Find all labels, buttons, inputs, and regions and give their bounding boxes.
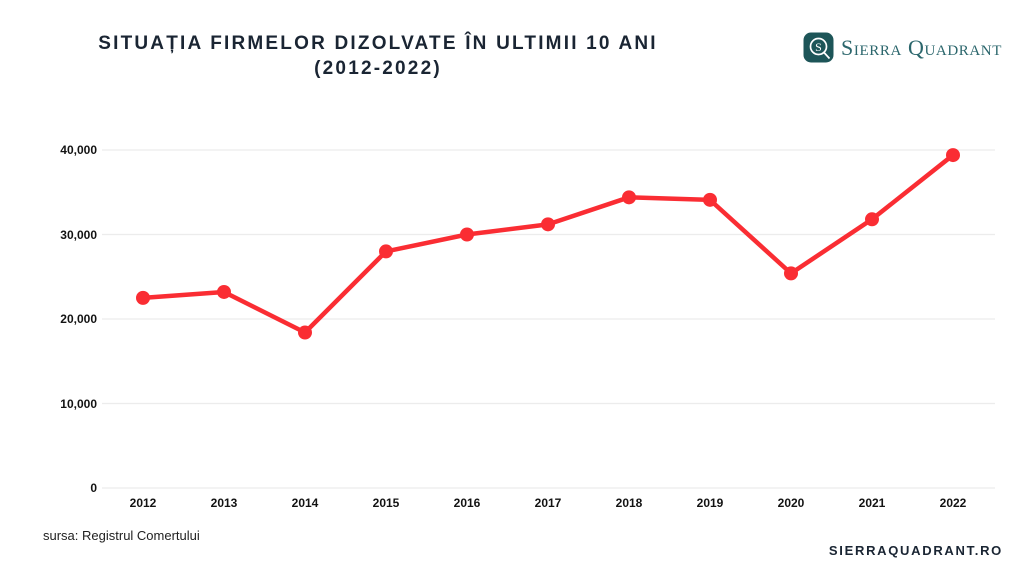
svg-text:S: S xyxy=(815,40,822,54)
y-axis-tick-label: 40,000 xyxy=(60,143,97,157)
x-axis-tick-label: 2013 xyxy=(210,496,238,510)
x-axis-tick-label: 2019 xyxy=(696,496,724,510)
data-point-2015 xyxy=(379,244,393,259)
chart-title-line2: (2012-2022) xyxy=(314,58,442,79)
data-point-2021 xyxy=(865,212,879,227)
y-axis-tick-label: 30,000 xyxy=(60,227,97,242)
source-note: sursa: Registrul Comertului xyxy=(43,528,200,543)
data-point-2016 xyxy=(460,227,474,242)
chart-title: SITUAȚIA FIRMELOR DIZOLVATE ÎN ULTIMII 1… xyxy=(50,31,706,81)
trend-line xyxy=(140,152,956,335)
website-url: SIERRAQUADRANT.RO xyxy=(828,543,1003,558)
data-point-2017 xyxy=(541,217,555,232)
x-axis-tick-label: 2012 xyxy=(129,496,157,510)
data-point-2020 xyxy=(784,266,798,281)
x-axis-tick-label: 2016 xyxy=(453,496,481,510)
data-point-2018 xyxy=(622,190,636,205)
x-axis-tick-label: 2022 xyxy=(939,496,967,510)
x-axis-labels: 2012 2013 2014 2015 2016 2017 2018 2019 2020 2021… xyxy=(0,496,1024,512)
data-point-2012 xyxy=(136,290,150,305)
x-axis-tick-label: 2020 xyxy=(777,496,805,510)
data-point-2022 xyxy=(946,148,960,163)
data-point-2014 xyxy=(298,325,312,340)
x-axis-tick-label: 2015 xyxy=(372,496,400,510)
x-axis-tick-label: 2017 xyxy=(534,496,562,510)
y-axis-tick-label: 10,000 xyxy=(60,396,97,411)
x-axis-tick-label: 2014 xyxy=(291,496,319,510)
data-point-2013 xyxy=(217,284,231,299)
sierra-quadrant-logo: S Sierra Quadrant xyxy=(803,32,1002,63)
y-axis-tick-label: 0 xyxy=(90,481,97,495)
x-axis-tick-label: 2018 xyxy=(615,496,643,510)
x-axis-tick-label: 2021 xyxy=(858,496,886,510)
brand-name: Sierra Quadrant xyxy=(841,34,1002,60)
y-axis-labels: 0 10,000 20,000 30,000 40,000 xyxy=(0,0,97,576)
sq-monogram-icon: S xyxy=(803,32,834,63)
chart-title-line1: SITUAȚIA FIRMELOR DIZOLVATE ÎN ULTIMII 1… xyxy=(98,33,658,54)
data-point-2019 xyxy=(703,192,717,207)
y-axis-tick-label: 20,000 xyxy=(60,312,97,326)
